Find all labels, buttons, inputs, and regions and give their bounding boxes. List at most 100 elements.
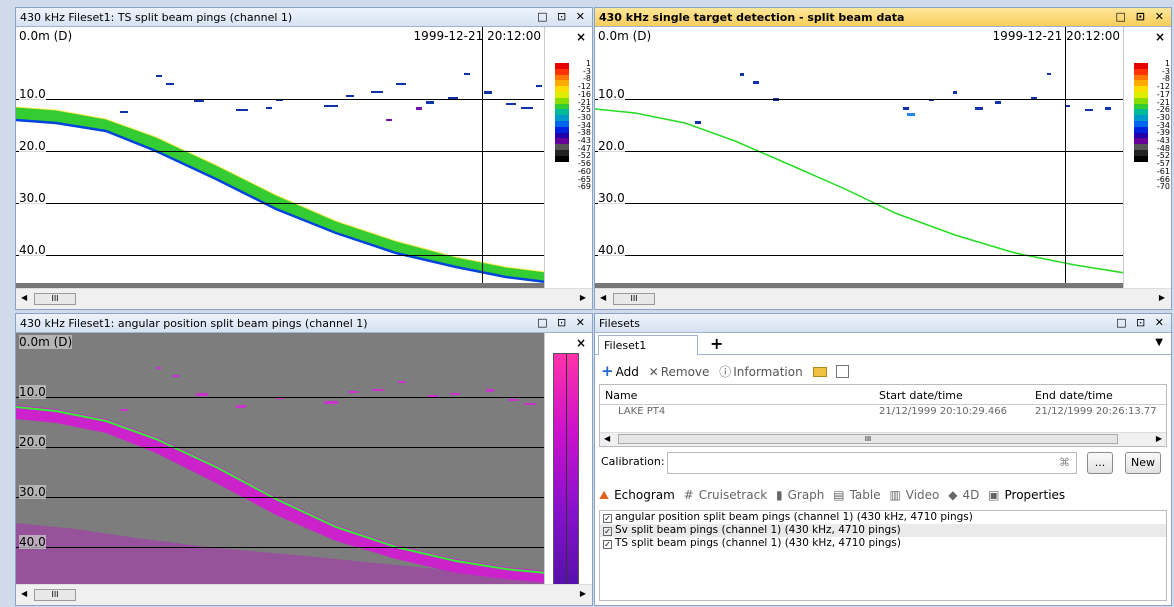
new-calibration-button[interactable]: New	[1125, 452, 1161, 474]
panel-window-controls[interactable]: □ ⊡ ✕	[537, 316, 588, 329]
col-end[interactable]: End date/time	[1035, 389, 1113, 402]
horizontal-scrollbar[interactable]: ◀ III ▶	[595, 288, 1171, 309]
angular-echogram-title-bar[interactable]: 430 kHz Fileset1: angular position split…	[16, 314, 592, 333]
tab-fileset1[interactable]: Fileset1	[598, 335, 698, 355]
list-item[interactable]: ✓ Sv split beam pings (channel 1) (430 kH…	[600, 524, 1166, 537]
remove-icon[interactable]: ✕	[648, 365, 659, 379]
panel-window-controls[interactable]: □ ⊡ ✕	[537, 10, 588, 23]
horizontal-scrollbar[interactable]: ◀ III ▶	[16, 584, 592, 605]
color-scale-swatch	[555, 97, 569, 104]
row-start: 21/12/1999 20:10:29.466	[879, 406, 1007, 415]
tab-echogram[interactable]: Echogram	[614, 488, 675, 502]
color-scale-bar[interactable]	[1134, 63, 1148, 162]
depth-label-20: 20.0	[19, 139, 46, 153]
list-item[interactable]: ✓ angular position split beam pings (chan…	[600, 511, 1166, 524]
graph-icon[interactable]: ▮	[775, 488, 783, 502]
variable-label: TS split beam pings (channel 1) (430 kHz…	[615, 537, 901, 549]
cruisetrack-icon[interactable]: #	[683, 488, 694, 502]
color-scale-label: -52	[577, 151, 591, 161]
color-scale-swatch	[555, 120, 569, 127]
color-scale-swatch	[1134, 97, 1148, 104]
scroll-right-icon[interactable]: ▶	[579, 589, 586, 598]
horizontal-scrollbar[interactable]: ◀ III ▶	[16, 288, 592, 309]
scroll-thumb[interactable]: III	[613, 293, 655, 305]
scroll-left-icon[interactable]: ◀	[600, 293, 607, 302]
checkbox[interactable]: ✓	[603, 527, 612, 536]
tab-video[interactable]: Video	[905, 488, 940, 502]
close-icon[interactable]: ×	[1154, 30, 1165, 44]
information-icon[interactable]: ⓘ	[719, 365, 732, 379]
color-scale-label: 1	[1164, 59, 1170, 68]
scroll-left-icon[interactable]: ◀	[604, 434, 611, 443]
remove-button[interactable]: Remove	[660, 365, 710, 379]
color-scale-swatch	[1134, 126, 1148, 133]
angular-color-bar[interactable]	[553, 353, 579, 588]
checkbox[interactable]: ✓	[603, 540, 612, 549]
color-scale-label: -30	[1156, 112, 1170, 122]
tab-properties[interactable]: Properties	[1004, 488, 1066, 502]
color-scale-swatch	[1134, 74, 1148, 81]
add-icon[interactable]: +	[601, 362, 614, 380]
angular-echogram[interactable]: 0.0m (D) 10.0 20.0 30.0 40.0	[16, 333, 544, 584]
tab-cruisetrack[interactable]: Cruisetrack	[698, 488, 768, 502]
properties-icon[interactable]: ▣	[988, 488, 1000, 502]
4d-icon[interactable]: ◆	[948, 488, 958, 502]
color-scale-swatch	[1134, 80, 1148, 87]
depth-label-10: 10.0	[19, 87, 46, 101]
scroll-thumb[interactable]: III	[34, 293, 76, 305]
color-scale-label: -25	[577, 105, 591, 115]
echogram-icon[interactable]: ⛰	[599, 488, 610, 502]
color-scale-label: -52	[1156, 151, 1170, 161]
color-scale-label: -66	[1156, 174, 1170, 184]
information-button[interactable]: Information	[733, 365, 803, 379]
panel-window-controls[interactable]: □ ⊡ ✕	[1116, 316, 1167, 329]
scroll-right-icon[interactable]: ▶	[579, 293, 586, 302]
clear-icon[interactable]: ⌘	[1059, 456, 1070, 469]
scroll-right-icon[interactable]: ▶	[1158, 293, 1165, 302]
file-properties-icon[interactable]	[836, 365, 850, 378]
video-icon[interactable]: ▥	[889, 488, 901, 502]
list-item[interactable]: ✓ TS split beam pings (channel 1) (430 kH…	[600, 537, 1166, 550]
color-scale-bar[interactable]	[555, 63, 569, 162]
depth-line-20	[16, 151, 544, 152]
browse-button[interactable]: ...	[1087, 452, 1113, 474]
scroll-right-icon[interactable]: ▶	[1155, 434, 1162, 443]
folder-icon[interactable]	[812, 367, 827, 377]
angular-echogram-title: 430 kHz Fileset1: angular position split…	[20, 317, 368, 330]
table-row[interactable]: LAKE PT4 21/12/1999 20:10:29.466 21/12/1…	[600, 405, 1166, 415]
col-name[interactable]: Name	[605, 389, 638, 402]
panel-window-controls[interactable]: □ ⊡ ✕	[1115, 10, 1167, 23]
ping-datetime-label: 1999-12-21 20:12:00	[413, 29, 541, 43]
tab-4d[interactable]: 4D	[962, 488, 980, 502]
ts-echogram-title-bar[interactable]: 430 kHz Fileset1: TS split beam pings (c…	[16, 8, 592, 27]
color-scale-label: -70	[1156, 182, 1170, 192]
checkbox[interactable]: ✓	[603, 514, 612, 523]
add-tab-icon[interactable]: +	[710, 334, 724, 353]
std-echogram-title-bar[interactable]: 430 kHz single target detection - split …	[595, 8, 1171, 27]
close-icon[interactable]: ×	[575, 336, 586, 350]
tab-menu-chevron-icon[interactable]: ▼	[1155, 337, 1163, 348]
color-scale-swatch	[1134, 103, 1148, 110]
scroll-thumb[interactable]: III	[618, 434, 1118, 444]
ts-echogram[interactable]: 0.0m (D) 1999-12-21 20:12:00 10.0 20.0 3…	[16, 27, 544, 288]
scroll-thumb[interactable]: III	[34, 589, 76, 601]
tab-table[interactable]: Table	[849, 488, 881, 502]
table-header: Name Start date/time End date/time	[600, 385, 1166, 405]
filesets-title-bar[interactable]: Filesets □ ⊡ ✕	[595, 314, 1171, 333]
calibration-field[interactable]: ⌘	[667, 452, 1077, 474]
close-icon[interactable]: ×	[575, 30, 586, 44]
table-icon[interactable]: ▤	[833, 488, 845, 502]
std-echogram[interactable]: 0.0m (D) 1999-12-21 20:12:00 10.0 20.0 3…	[595, 27, 1123, 288]
color-scale-label: -56	[577, 159, 591, 169]
scroll-left-icon[interactable]: ◀	[21, 293, 28, 302]
color-scale-label: -43	[577, 136, 591, 146]
depth-line-40	[595, 255, 1123, 256]
table-hscrollbar[interactable]: ◀ III ▶	[600, 432, 1166, 446]
color-scale-label: -57	[1156, 159, 1170, 169]
add-button[interactable]: Add	[615, 365, 639, 379]
col-start[interactable]: Start date/time	[879, 389, 963, 402]
color-scale-label: -8	[583, 74, 591, 84]
scroll-left-icon[interactable]: ◀	[21, 589, 28, 598]
bottom-echo-band	[16, 405, 544, 583]
tab-graph[interactable]: Graph	[787, 488, 825, 502]
